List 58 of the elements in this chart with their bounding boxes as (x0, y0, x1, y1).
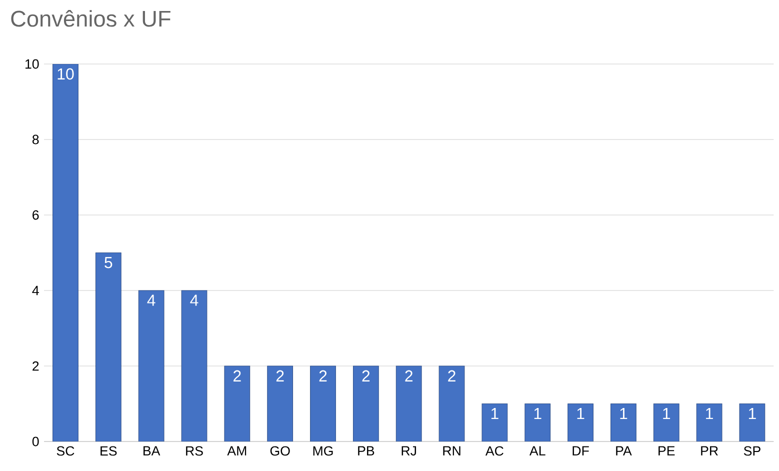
x-tick-label: RJ (402, 446, 416, 456)
x-tick-label: SC (56, 446, 74, 456)
bar (181, 290, 208, 442)
x-tick-label: AL (529, 446, 546, 456)
data-label: 2 (448, 370, 456, 382)
data-label: 2 (362, 370, 370, 382)
bar (224, 366, 250, 442)
data-label: 1 (706, 408, 713, 420)
data-label: 4 (147, 294, 156, 306)
x-tick-label: PB (358, 446, 374, 456)
data-label: 1 (534, 408, 542, 420)
x-tick-label: DF (572, 446, 589, 456)
bar (610, 404, 636, 442)
bar (52, 64, 78, 442)
y-tick-label: 2 (32, 361, 39, 371)
data-label: 4 (190, 294, 198, 306)
x-tick-label: RN (443, 446, 460, 456)
data-label: 1 (620, 408, 628, 420)
bar (352, 366, 379, 442)
bar (739, 404, 766, 442)
x-tick-label: SP (744, 446, 760, 456)
x-tick-label: PE (658, 446, 675, 456)
data-label: 10 (58, 68, 74, 80)
bar (310, 366, 336, 442)
bar (482, 404, 508, 442)
data-label: 2 (234, 370, 241, 382)
data-label: 5 (104, 257, 112, 268)
data-label: 1 (491, 408, 498, 420)
y-tick-label: 8 (32, 134, 39, 144)
x-tick-label: RS (186, 446, 203, 456)
bar (653, 404, 680, 442)
data-label: 1 (748, 408, 756, 420)
x-tick-label: BA (144, 446, 160, 456)
bar (438, 366, 465, 442)
y-tick-label: 10 (26, 59, 39, 69)
x-tick-label: GO (270, 446, 290, 456)
bar (267, 366, 294, 442)
bar (568, 404, 594, 442)
x-tick-label: AC (485, 446, 504, 456)
bar (396, 366, 422, 442)
y-tick-label: 6 (32, 210, 39, 220)
x-tick-label: AM (227, 446, 246, 456)
data-label: 2 (276, 370, 284, 382)
data-label: 2 (319, 370, 327, 382)
x-tick-label: MG (313, 446, 333, 456)
x-tick-label: PA (616, 446, 632, 456)
y-tick-label: 0 (32, 436, 39, 446)
data-label: 2 (405, 370, 412, 382)
bar (138, 290, 164, 442)
bar (696, 404, 722, 442)
chart-title: Convênios x UF (11, 10, 170, 27)
x-tick-label: PR (701, 446, 718, 456)
bar (95, 252, 122, 442)
bar (524, 404, 551, 442)
x-tick-label: ES (100, 446, 117, 456)
data-label: 1 (663, 408, 670, 420)
y-tick-label: 4 (32, 286, 39, 296)
data-label: 1 (577, 408, 584, 420)
